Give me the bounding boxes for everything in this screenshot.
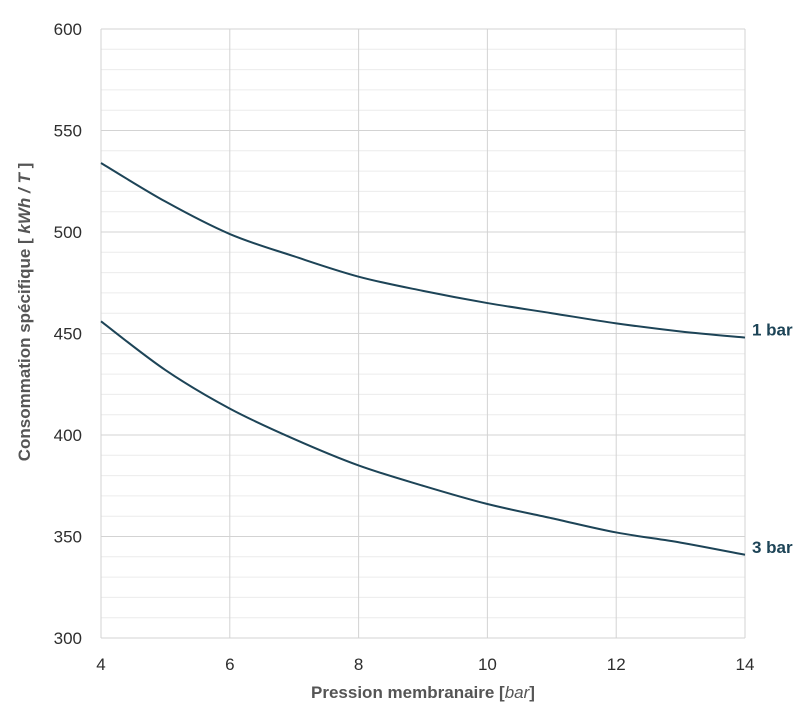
x-axis-title-main: Pression membranaire [311, 683, 499, 702]
series-labels: 1 bar 3 bar [752, 321, 793, 557]
y-tick-label: 400 [54, 426, 82, 445]
x-tick-label: 6 [225, 655, 234, 674]
y-axis-title-main: Consommation spécifique [15, 244, 34, 461]
series-label-1-bar: 1 bar [752, 321, 793, 340]
series-lines [100, 162, 746, 556]
y-tick-label: 550 [54, 122, 82, 141]
x-axis-title-open: [ [499, 683, 505, 702]
y-tick-label: 500 [54, 223, 82, 242]
y-tick-label: 350 [54, 528, 82, 547]
x-tick-label: 14 [736, 655, 755, 674]
x-tick-label: 12 [607, 655, 626, 674]
series-line-1-bar [100, 162, 746, 339]
series-line-3-bar [100, 320, 746, 556]
y-axis-title-open: [ [15, 234, 34, 244]
x-axis-title-close: ] [529, 683, 535, 702]
minor-gridlines [101, 48, 745, 619]
x-axis-title: Pression membranaire [bar] [311, 683, 535, 702]
y-tick-label: 300 [54, 629, 82, 648]
y-axis-title: Consommation spécifique [ kWh / T ] [15, 163, 34, 461]
series-label-3-bar: 3 bar [752, 538, 793, 557]
y-axis-ticks: 300 350 400 450 500 550 600 [54, 20, 82, 648]
x-tick-label: 10 [478, 655, 497, 674]
y-tick-label: 600 [54, 20, 82, 39]
y-axis-title-unit: kWh / T [15, 172, 34, 234]
y-axis-title-close: ] [15, 163, 34, 173]
x-axis-ticks: 4 6 8 10 12 14 [96, 655, 754, 674]
x-tick-label: 8 [354, 655, 363, 674]
x-axis-title-unit: bar [505, 683, 531, 702]
y-tick-label: 450 [54, 325, 82, 344]
x-tick-label: 4 [96, 655, 105, 674]
major-gridlines [100, 28, 746, 639]
